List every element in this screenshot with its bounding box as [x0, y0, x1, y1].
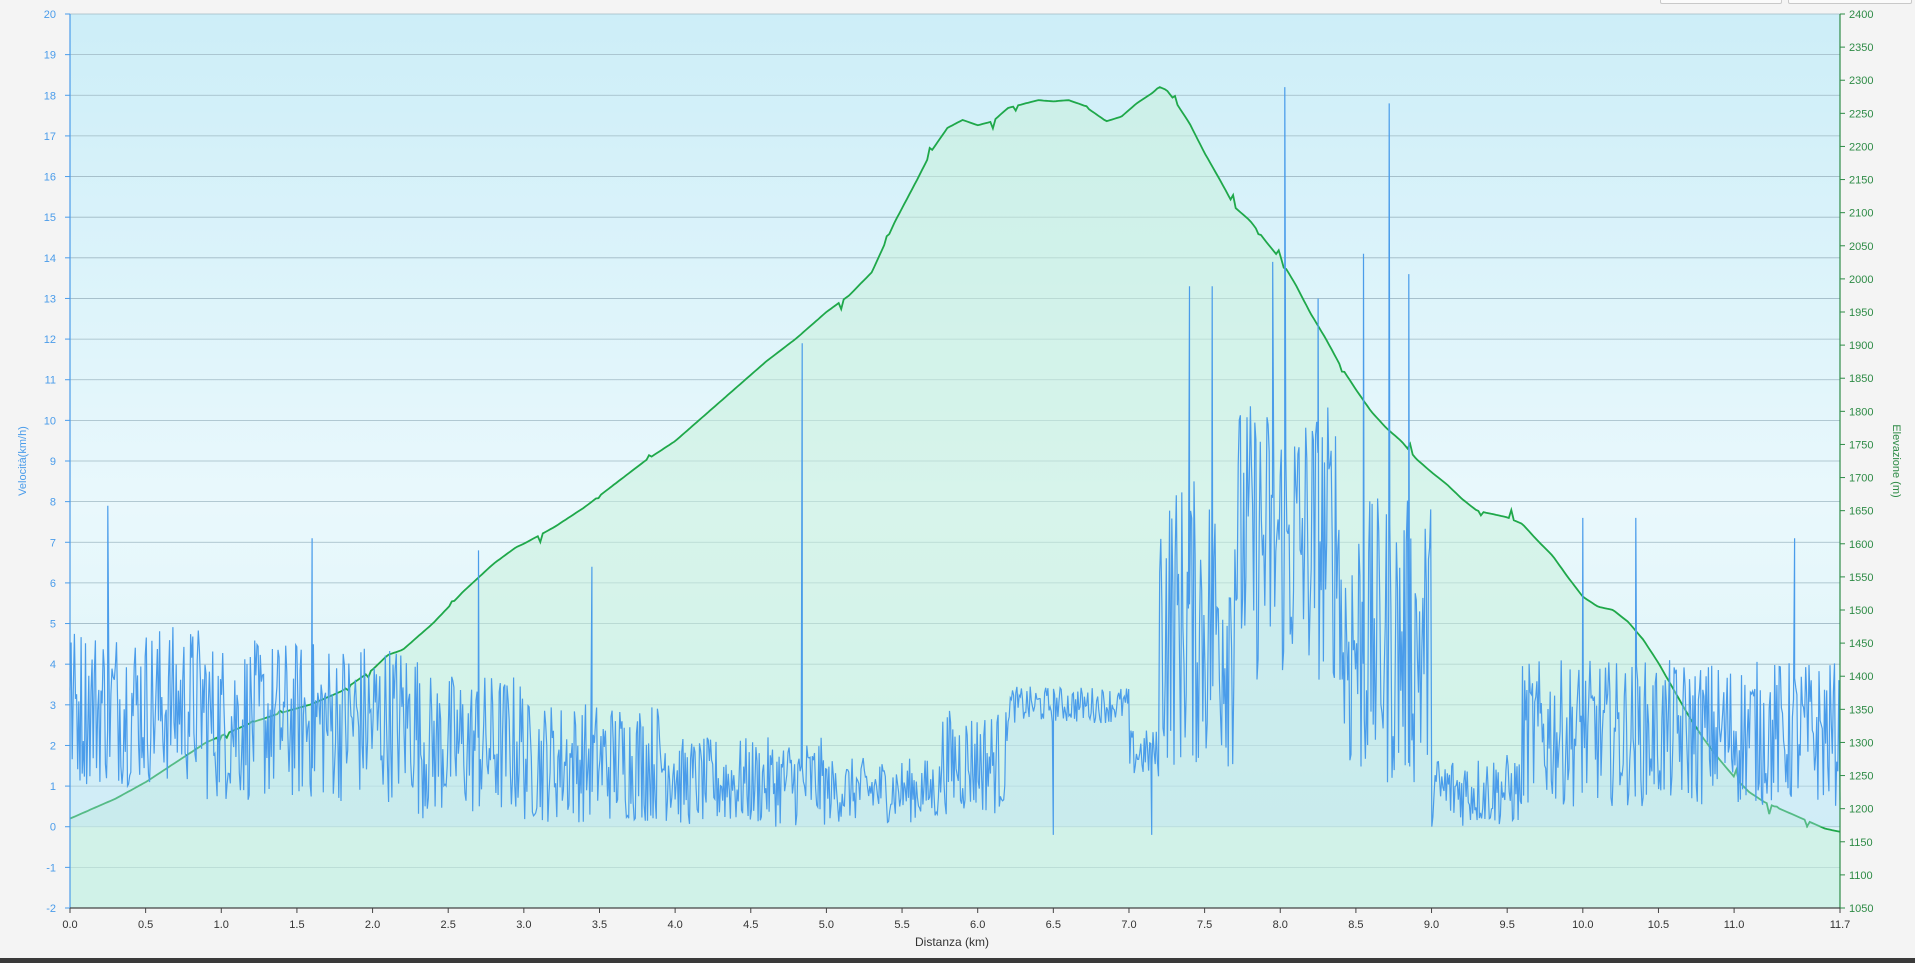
right-axis-tick-label: 2300	[1849, 75, 1873, 87]
x-axis-tick-label: 2.0	[365, 919, 380, 931]
right-axis-tick-label: 1150	[1849, 837, 1873, 849]
right-axis-tick-label: 2000	[1849, 274, 1873, 286]
x-axis-tick-label: 7.0	[1121, 919, 1136, 931]
right-axis-tick-label: 1350	[1849, 704, 1873, 716]
right-axis-tick-label: 1400	[1849, 671, 1873, 683]
window-bottom-border	[0, 958, 1915, 963]
x-axis-tick-label: 0.5	[138, 919, 153, 931]
x-axis-tick-label: 11.0	[1724, 919, 1745, 931]
right-axis-tick-label: 1950	[1849, 307, 1873, 319]
left-axis-tick-label: 13	[44, 293, 56, 305]
right-axis-tick-label: 1200	[1849, 804, 1873, 816]
right-axis-tick-label: 1900	[1849, 340, 1873, 352]
x-axis-tick-label: 9.5	[1500, 919, 1515, 931]
x-axis-tick-label: 4.5	[743, 919, 758, 931]
left-axis-tick-label: 19	[44, 50, 56, 62]
x-axis-tick-label: 7.5	[1197, 919, 1212, 931]
x-axis-tick-label: 11.7	[1830, 919, 1851, 931]
left-axis-tick-label: 0	[50, 822, 56, 834]
x-axis-tick-label: 6.5	[1046, 919, 1061, 931]
right-axis-tick-label: 1050	[1849, 903, 1873, 915]
x-axis-tick-label: 0.0	[62, 919, 77, 931]
x-axis-tick-label: 3.0	[516, 919, 531, 931]
right-axis-tick-label: 2250	[1849, 108, 1873, 120]
left-axis-tick-label: 3	[50, 700, 56, 712]
right-axis-tick-label: 1850	[1849, 373, 1873, 385]
right-axis-tick-label: 2100	[1849, 208, 1873, 220]
right-axis-tick-label: 2050	[1849, 241, 1873, 253]
right-axis-tick-label: 1550	[1849, 572, 1873, 584]
left-axis-tick-label: 10	[44, 415, 56, 427]
right-axis-tick-label: 2200	[1849, 141, 1873, 153]
x-axis-tick-label: 10.0	[1572, 919, 1593, 931]
x-axis-tick-label: 5.5	[894, 919, 909, 931]
right-axis-tick-label: 1800	[1849, 406, 1873, 418]
x-axis-tick-label: 6.0	[970, 919, 985, 931]
toolbar-button-1[interactable]	[1660, 0, 1782, 4]
right-axis-tick-label: 1450	[1849, 638, 1873, 650]
x-axis-tick-label: 1.0	[214, 919, 229, 931]
left-axis-tick-label: 20	[44, 9, 56, 21]
x-axis-tick-label: 1.5	[289, 919, 304, 931]
right-axis-title: Elevazione (m)	[1890, 424, 1902, 497]
left-axis-title: Velocità(km/h)	[17, 426, 29, 496]
left-axis-tick-label: 11	[45, 375, 56, 387]
left-axis-tick-label: 5	[50, 619, 56, 631]
right-axis-tick-label: 2350	[1849, 42, 1873, 54]
left-axis-tick-label: 7	[50, 537, 56, 549]
left-axis-tick-label: 1	[50, 781, 56, 793]
x-axis-tick-label: 8.0	[1273, 919, 1288, 931]
x-axis-tick-label: 8.5	[1348, 919, 1363, 931]
right-axis-tick-label: 1750	[1849, 439, 1873, 451]
left-axis-tick-label: 15	[44, 212, 56, 224]
elevation-area	[70, 87, 1840, 909]
x-axis-tick-label: 5.0	[819, 919, 834, 931]
left-axis-tick-label: 14	[44, 253, 56, 265]
x-axis-tick-label: 9.0	[1424, 919, 1439, 931]
left-axis-tick-label: 12	[44, 334, 56, 346]
right-axis-tick-label: 2150	[1849, 175, 1873, 187]
right-axis-tick-label: 1500	[1849, 605, 1873, 617]
x-axis-tick-label: 4.0	[667, 919, 682, 931]
left-axis-tick-label: 17	[44, 131, 56, 143]
speed-line	[69, 87, 1841, 835]
left-axis-tick-label: 2	[50, 740, 56, 752]
left-axis-tick-label: 6	[50, 578, 56, 590]
right-axis-tick-label: 1650	[1849, 506, 1873, 518]
x-axis-title: Distanza (km)	[915, 935, 989, 949]
right-axis-tick-label: 1700	[1849, 473, 1873, 485]
left-axis-tick-label: 18	[44, 90, 56, 102]
left-axis-tick-label: -1	[46, 862, 56, 874]
left-axis-tick-label: -2	[46, 903, 56, 915]
right-axis-tick-label: 2400	[1849, 9, 1873, 21]
x-axis-tick-label: 10.5	[1648, 919, 1669, 931]
left-axis-tick-label: 4	[50, 659, 56, 671]
left-axis-tick-label: 16	[44, 172, 56, 184]
left-axis-tick-label: 8	[50, 497, 56, 509]
right-axis-tick-label: 1300	[1849, 737, 1873, 749]
right-axis-tick-label: 1600	[1849, 539, 1873, 551]
right-axis-tick-label: 1100	[1849, 870, 1873, 882]
x-axis-tick-label: 2.5	[441, 919, 456, 931]
left-axis-tick-label: 9	[50, 456, 56, 468]
x-axis-tick-label: 3.5	[592, 919, 607, 931]
toolbar-button-2[interactable]	[1788, 0, 1912, 4]
right-axis-tick-label: 1250	[1849, 771, 1873, 783]
